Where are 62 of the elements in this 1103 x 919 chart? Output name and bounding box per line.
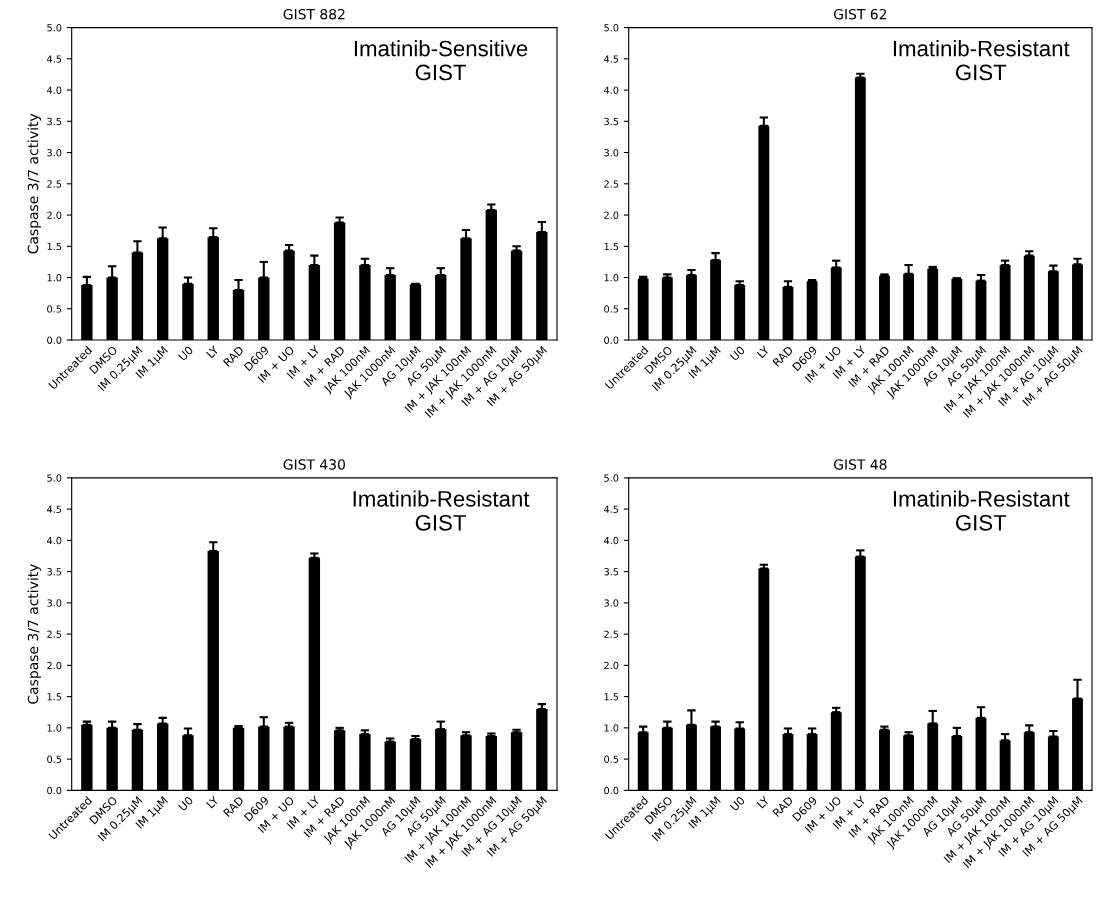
y-tick-label: 5.0 [47, 24, 62, 32]
y-tick-label: 3.5 [47, 568, 62, 576]
y-tick-label: 3.0 [47, 599, 62, 607]
y-tick-label: 1.0 [47, 724, 62, 732]
y-tick-label: 0.5 [604, 305, 619, 313]
annotation: Imatinib-Sensitive GIST [354, 40, 528, 81]
y-tick-label: 1.5 [604, 693, 619, 701]
y-tick-label: 2.0 [604, 661, 619, 670]
x-tick-label: LY [206, 795, 220, 809]
y-tick-label: 1.5 [47, 242, 62, 251]
y-tick-label: 3.5 [47, 117, 62, 126]
y-tick-label: 0.0 [47, 786, 62, 795]
y-tick-label: 1.0 [604, 724, 619, 732]
y-tick-label: 4.5 [604, 505, 619, 513]
y-axis-title: Caspase 3/7 activity [27, 113, 41, 254]
y-tick-label: 2.5 [47, 180, 62, 188]
y-tick-label: 2.5 [604, 180, 619, 188]
y-tick-label: 0.0 [604, 336, 619, 344]
y-tick-label: 3.5 [604, 568, 619, 576]
annotation: Imatinib-Resistant GIST [893, 40, 1070, 81]
x-tick-label: LY [756, 795, 770, 809]
x-tick-label: LY [206, 345, 220, 359]
y-tick-label: 1.0 [604, 274, 619, 282]
y-tick-label: 4.0 [46, 536, 62, 545]
y-tick-label: 5.0 [604, 474, 619, 482]
y-tick-label: 1.5 [604, 242, 619, 251]
y-tick-label: 2.0 [47, 211, 62, 219]
chart-title: GIST 62 [834, 8, 887, 20]
y-tick-label: 2.0 [47, 661, 62, 670]
x-tick-label: LY [756, 345, 770, 359]
y-tick-label: 3.0 [604, 599, 619, 607]
y-tick-label: 4.0 [604, 86, 619, 94]
y-tick-label: 0.0 [604, 786, 619, 795]
y-tick-label: 3.0 [604, 149, 619, 157]
y-tick-label: 5.0 [47, 474, 62, 482]
chart-title: GIST 48 [834, 459, 887, 470]
y-axis-title: Caspase 3/7 activity [27, 564, 41, 704]
y-tick-label: 0.5 [47, 755, 62, 763]
y-tick-label: 5.0 [604, 24, 619, 32]
y-tick-label: 2.5 [47, 630, 62, 638]
y-tick-label: 4.0 [604, 536, 619, 545]
y-tick-label: 0.0 [47, 336, 62, 344]
y-tick-label: 3.0 [47, 149, 62, 157]
y-tick-label: 1.0 [47, 274, 62, 282]
y-tick-label: 4.5 [604, 55, 619, 63]
y-tick-label: 1.5 [47, 693, 62, 701]
y-tick-label: 2.0 [604, 211, 619, 219]
x-tick-label: U0 [729, 795, 746, 812]
x-tick-label: U0 [178, 795, 194, 812]
y-tick-label: 4.5 [46, 505, 62, 513]
y-tick-label: 2.5 [604, 630, 619, 638]
y-tick-label: 4.0 [46, 86, 62, 94]
y-tick-label: 4.5 [46, 55, 62, 63]
x-tick-label: U0 [178, 345, 194, 362]
y-tick-label: 0.5 [47, 305, 62, 313]
chart-title: GIST 430 [283, 459, 345, 470]
annotation: Imatinib-Resistant GIST [893, 490, 1070, 531]
annotation: Imatinib-Resistant GIST [353, 490, 530, 531]
x-tick-label: U0 [729, 345, 746, 362]
y-tick-label: 3.5 [604, 117, 619, 126]
y-tick-label: 0.5 [604, 755, 619, 763]
chart-title: GIST 882 [283, 8, 345, 20]
